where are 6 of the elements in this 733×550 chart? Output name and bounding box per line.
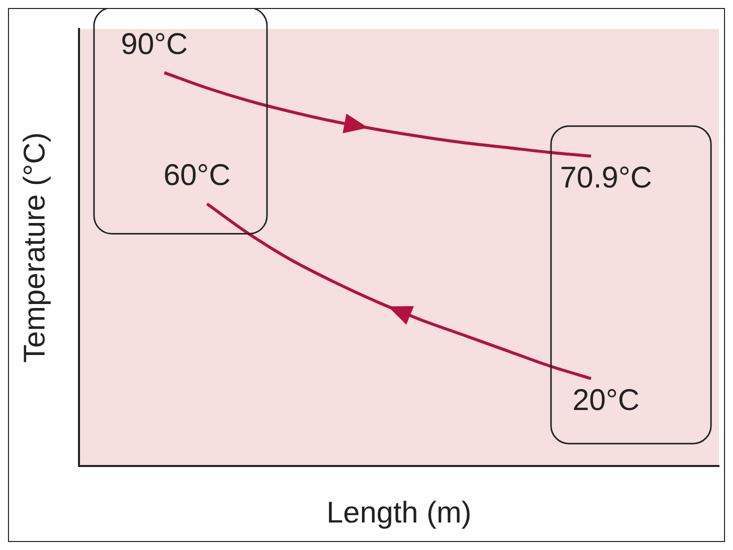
data-label: 20°C	[572, 384, 640, 417]
x-axis-title: Length (m)	[326, 496, 472, 530]
data-label: 70.9°C	[560, 161, 652, 194]
data-label: 90°C	[120, 28, 188, 61]
data-label: 60°C	[163, 159, 231, 192]
y-axis-title: Temperature (°C)	[18, 132, 52, 363]
